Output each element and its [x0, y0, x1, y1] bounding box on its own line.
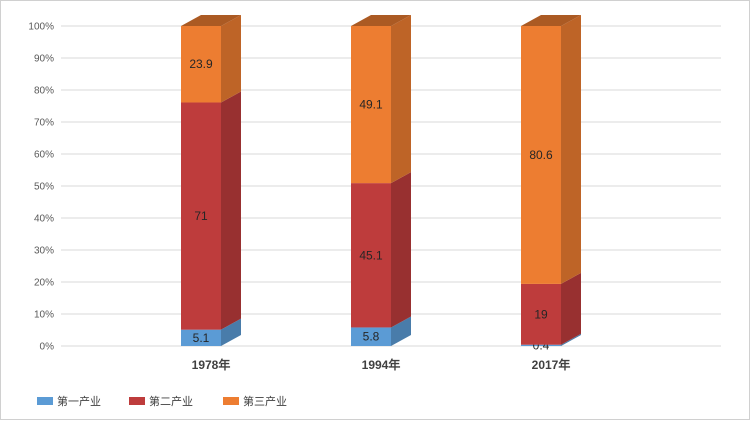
data-label: 19 [534, 307, 548, 321]
y-tick-label: 20% [34, 278, 54, 289]
data-label: 80.6 [529, 148, 553, 162]
bar-segment [521, 26, 561, 284]
y-tick-label: 40% [34, 214, 54, 225]
bar-segment-side [561, 333, 581, 346]
bar-segment-side [561, 272, 581, 345]
y-tick-label: 90% [34, 54, 54, 65]
data-label: 5.1 [193, 331, 210, 345]
data-label: 45.1 [359, 248, 383, 262]
legend-swatch [129, 397, 145, 405]
bar-segment-side [391, 15, 411, 184]
data-label: 49.1 [359, 98, 383, 112]
legend-label: 第三产业 [243, 394, 287, 408]
data-label: 5.8 [363, 330, 380, 344]
bar-segment [351, 26, 391, 184]
bar-segment [181, 26, 221, 103]
y-tick-label: 80% [34, 86, 54, 97]
y-tick-label: 0% [40, 342, 55, 353]
bar-segment [351, 327, 391, 346]
bar-segment [521, 344, 561, 346]
legend-swatch [37, 397, 53, 405]
bar-top [521, 15, 581, 26]
bar-segment-side [391, 316, 411, 346]
legend-swatch [223, 397, 239, 405]
bar-segment [181, 329, 221, 346]
y-tick-label: 10% [34, 310, 54, 321]
x-category-label: 1978年 [192, 357, 231, 372]
bar-segment-side [221, 318, 241, 346]
y-tick-label: 60% [34, 150, 54, 161]
bar-segment [521, 283, 561, 345]
y-tick-label: 30% [34, 246, 54, 257]
legend-label: 第一产业 [57, 394, 101, 408]
bar-segment-side [561, 15, 581, 284]
y-tick-label: 70% [34, 118, 54, 129]
bar-top [351, 15, 411, 26]
bar-top [181, 15, 241, 26]
bar-segment-side [221, 15, 241, 103]
bar-segment-side [391, 172, 411, 328]
data-label: 71 [194, 209, 208, 223]
bar-segment [181, 102, 221, 330]
bar-segment [351, 183, 391, 328]
data-label: 23.9 [189, 57, 213, 71]
legend-label: 第二产业 [149, 394, 193, 408]
bar-segment-side [221, 91, 241, 330]
y-tick-label: 50% [34, 182, 54, 193]
x-category-label: 1994年 [362, 357, 401, 372]
x-category-label: 2017年 [532, 357, 571, 372]
y-tick-label: 100% [28, 22, 54, 33]
